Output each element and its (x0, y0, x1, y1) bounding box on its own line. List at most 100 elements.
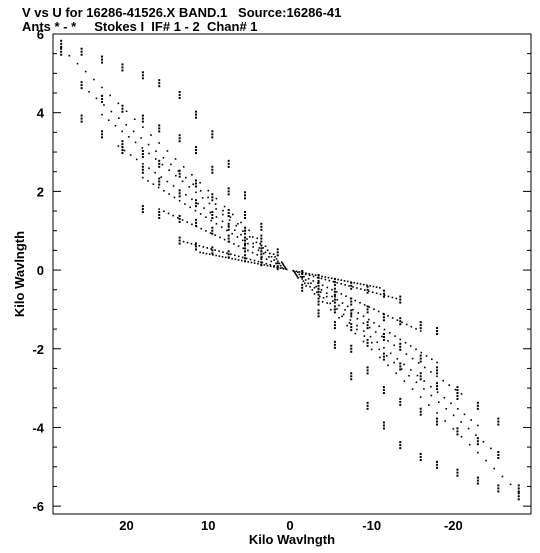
uv-track-dot (172, 214, 175, 217)
uv-point (399, 301, 402, 304)
uv-track-dot (163, 190, 165, 192)
uv-track-dot (344, 284, 346, 286)
uv-point (101, 100, 104, 103)
uv-track-dot (155, 150, 157, 152)
uv-track-dot (197, 202, 199, 205)
uv-track-dot (265, 258, 268, 260)
uv-track-dot (362, 340, 365, 343)
uv-track-dot (305, 272, 307, 275)
uv-point (141, 168, 144, 171)
uv-point (350, 350, 353, 353)
uv-track-dot (379, 286, 381, 289)
uv-track-dot (199, 190, 202, 192)
uv-point (366, 341, 369, 344)
uv-point (366, 321, 369, 324)
uv-track-dot (186, 221, 189, 223)
uv-track-dot (157, 186, 160, 189)
uv-track-dot (246, 238, 248, 240)
uv-point (456, 397, 459, 400)
uv-track-dot (304, 273, 307, 276)
uv-track-dot (251, 251, 254, 254)
uv-track-dot (294, 272, 297, 275)
uv-point (497, 484, 500, 487)
uv-track-dot (182, 240, 185, 243)
uv-point (456, 433, 459, 436)
uv-track-dot (135, 158, 138, 161)
uv-point (333, 301, 336, 304)
uv-track-dot (231, 213, 234, 216)
uv-point (194, 182, 197, 185)
uv-track-dot (460, 435, 463, 438)
uv-track-dot (221, 220, 224, 223)
uv-track-dot (321, 284, 324, 287)
uv-track-dot (327, 276, 330, 279)
uv-point (194, 152, 197, 155)
uv-track-dot (354, 299, 357, 302)
uv-point (101, 130, 104, 133)
uv-track-dot (409, 369, 412, 371)
uv-track-dot (295, 273, 297, 276)
uv-track-dot (342, 313, 345, 316)
y-tick-label: -2 (32, 342, 44, 357)
uv-point (366, 311, 369, 314)
uv-point (517, 498, 520, 501)
uv-point (333, 290, 336, 293)
uv-track-dot (452, 428, 455, 430)
uv-point (399, 444, 402, 447)
uv-track-dot (332, 280, 335, 283)
uv-track-dot (281, 262, 284, 265)
uv-point (80, 114, 83, 117)
uv-track-dot (396, 319, 399, 321)
uv-point (101, 97, 104, 100)
uv-point (399, 447, 402, 450)
uv-track-dot (312, 280, 315, 282)
uv-track-dot (140, 137, 142, 139)
uv-track-dot (128, 136, 130, 138)
uv-point (178, 140, 181, 143)
uv-point (260, 250, 263, 253)
uv-track-dot (142, 176, 144, 179)
uv-track-dot (388, 332, 391, 334)
uv-point (333, 340, 336, 343)
uv-track-dot (349, 297, 352, 300)
uv-point (141, 114, 144, 117)
uv-track-dot (493, 467, 496, 470)
uv-point (333, 305, 336, 308)
uv-track-dot (230, 253, 232, 256)
uv-track-dot (436, 361, 438, 364)
uv-track-dot (404, 341, 407, 344)
uv-point (178, 195, 181, 198)
uv-track-dot (408, 374, 410, 377)
uv-point (476, 443, 479, 446)
uv-track-dot (242, 247, 245, 250)
uv-track-dot (184, 203, 186, 205)
uv-point (244, 216, 247, 219)
uv-point (244, 197, 247, 200)
uv-track-dot (129, 154, 132, 156)
uv-point (158, 79, 161, 82)
uv-point (382, 352, 385, 355)
y-tick-label: -6 (32, 499, 44, 514)
uv-track-dot (364, 289, 366, 291)
uv-track-dot (154, 158, 157, 160)
uv-point (211, 199, 214, 202)
uv-point (121, 143, 124, 146)
uv-point (456, 430, 459, 433)
uv-track-dot (304, 282, 306, 285)
uv-track-dot (241, 256, 244, 259)
uv-point (80, 120, 83, 123)
uv-track-dot (278, 262, 281, 265)
uv-point (456, 471, 459, 474)
uv-point (497, 487, 500, 490)
uv-point (366, 404, 369, 407)
uv-point (260, 258, 263, 261)
uv-point (436, 330, 439, 333)
uv-point (178, 220, 181, 223)
uv-track-dot (445, 407, 448, 410)
uv-track-dot (231, 257, 233, 260)
uv-track-dot (237, 255, 240, 258)
uv-track-dot (344, 309, 346, 311)
uv-track-dot (348, 322, 351, 324)
uv-point (419, 321, 422, 324)
uv-point (436, 366, 439, 369)
